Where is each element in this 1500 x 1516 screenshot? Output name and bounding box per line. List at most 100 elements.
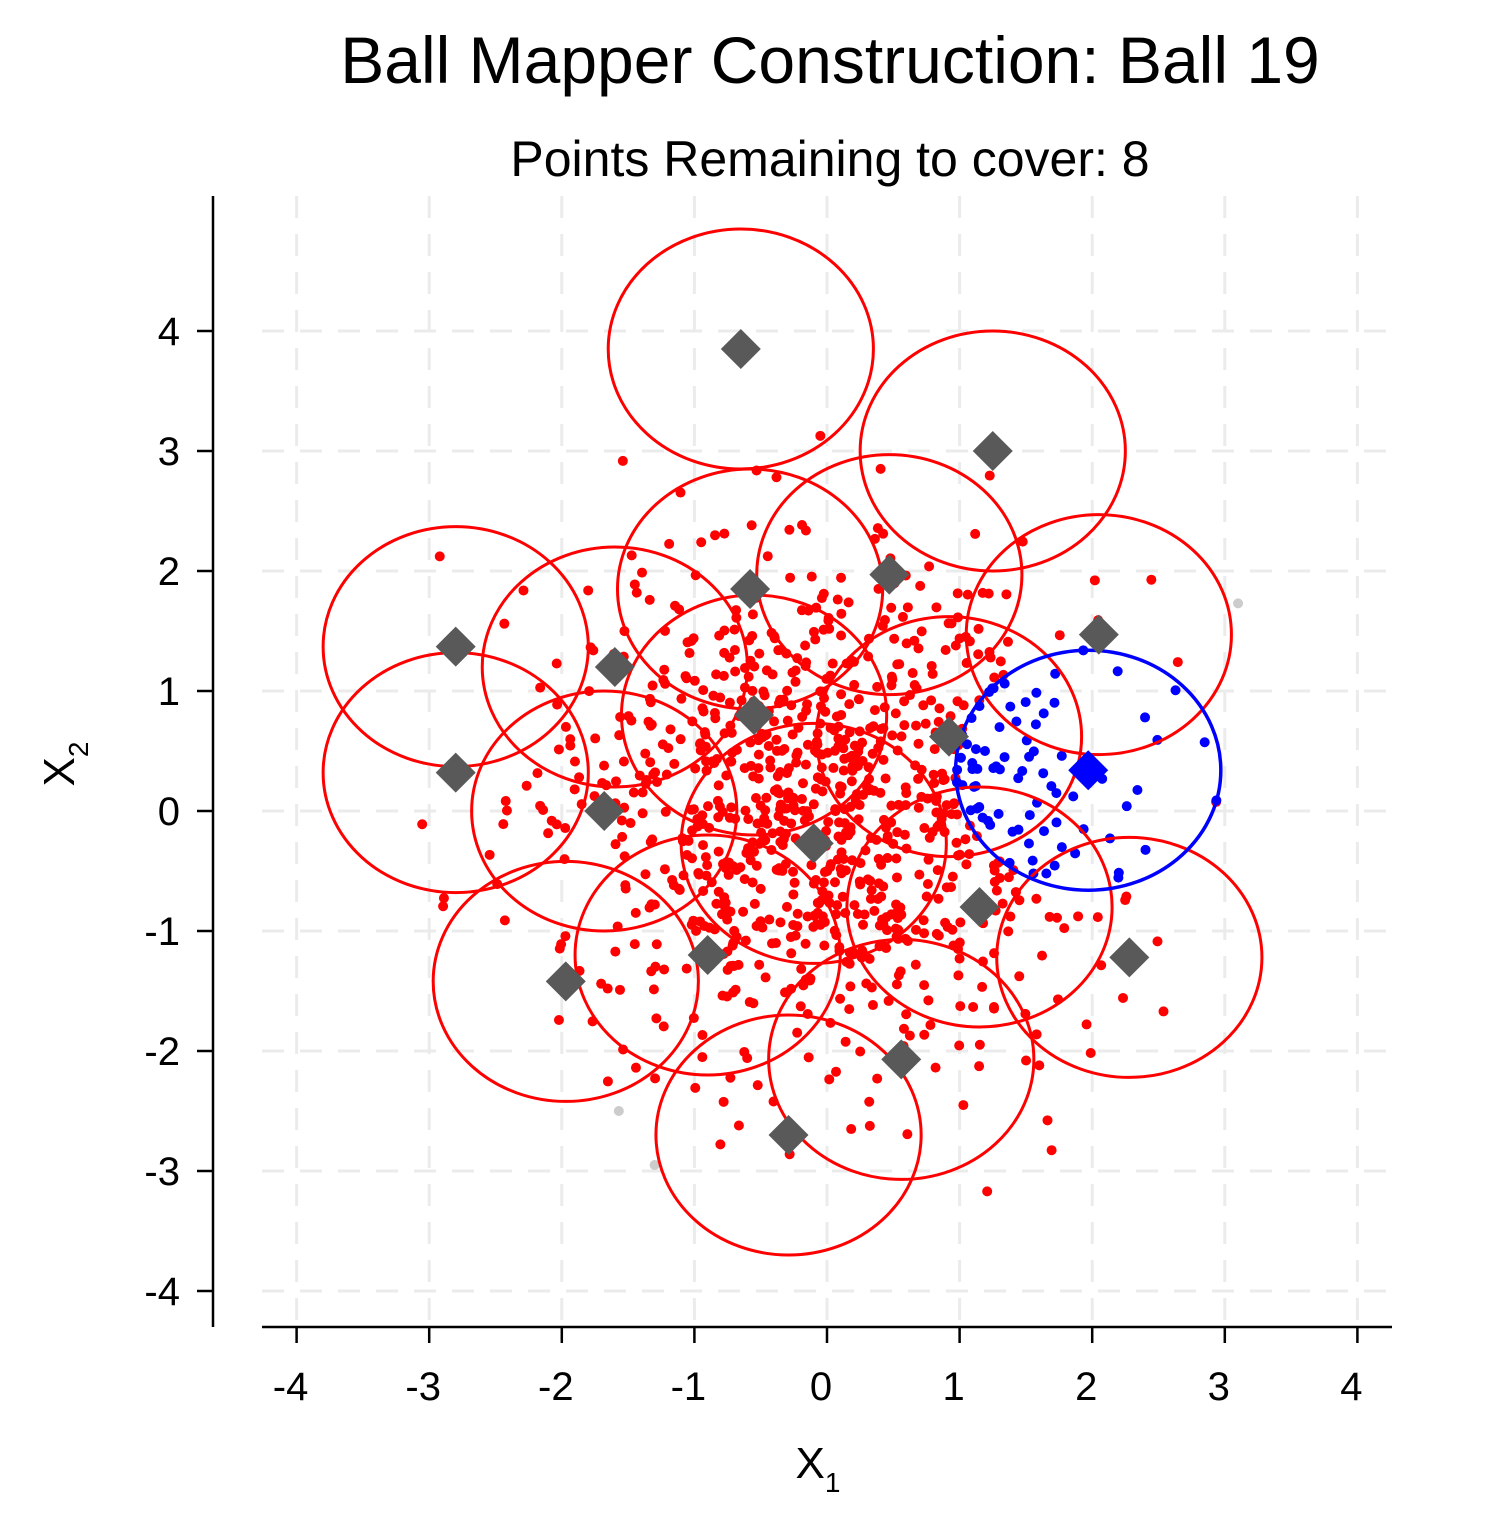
data-point-covered [920,718,931,729]
data-point-covered [791,757,802,768]
data-point-covered [1059,923,1070,934]
data-point-covered [989,1003,1000,1014]
data-point-covered [602,1076,613,1087]
data-point-current [1031,687,1042,698]
data-point-covered [740,935,751,946]
data-point-covered [650,767,661,778]
data-point-covered [676,693,687,704]
x-tick-label: 4 [1340,1365,1362,1409]
x-axis-label: X1 [796,1439,841,1498]
data-point-covered [942,921,953,932]
data-point-covered [659,964,670,975]
data-point-covered [952,696,963,707]
data-point-covered [991,885,1002,896]
data-point-covered [929,744,940,755]
data-point-covered [855,879,866,890]
data-point-covered [1152,936,1163,947]
x-tick-label: -4 [273,1365,309,1409]
ball-center-marker [435,752,476,793]
ball-center-marker [928,716,969,757]
data-point-covered [886,680,897,691]
data-point-covered [751,920,762,931]
data-point-covered [926,695,937,706]
data-point-covered [947,871,958,882]
data-point-covered [781,901,792,912]
data-point-current [1046,781,1057,792]
data-point-covered [864,1096,875,1107]
data-point-covered [596,978,607,989]
data-point-covered [710,530,721,541]
data-point-covered [553,744,564,755]
data-point-covered [673,883,684,894]
data-point-covered [630,907,641,918]
data-point-covered [1042,1115,1053,1126]
data-point-covered [909,635,920,646]
data-point-covered [667,874,678,885]
data-point-covered [684,648,695,659]
data-point-covered [802,699,813,710]
data-point-covered [660,806,671,817]
data-point-covered [438,901,449,912]
data-point-covered [952,809,963,820]
ball-outline [654,1013,923,1257]
data-point-covered [665,724,676,735]
data-point-covered [789,877,800,888]
data-point-covered [802,739,813,750]
data-point-covered [583,585,594,596]
data-point-covered [498,819,509,830]
data-point-covered [650,1073,661,1084]
data-point-current [967,764,978,775]
data-point-covered [701,870,712,881]
data-point-covered [797,778,808,789]
data-point-covered [711,669,722,680]
ball-outline [679,721,948,965]
data-point-covered [803,1052,814,1063]
data-point-covered [646,719,657,730]
data-point-covered [876,723,887,734]
data-point-covered [933,893,944,904]
data-point-covered [749,846,760,857]
data-point-covered [867,748,878,759]
data-point-current [1121,801,1132,812]
data-point-covered [925,1020,936,1031]
x-tick-label: 1 [942,1365,964,1409]
data-point-covered [816,593,827,604]
data-point-covered [943,618,954,629]
data-point-current [1070,848,1081,859]
data-point-covered [775,694,786,705]
data-point-covered [800,640,811,651]
data-point-covered [741,847,752,858]
data-point-covered [500,796,511,807]
data-point-covered [767,669,778,680]
data-point-covered [644,902,655,913]
data-point-covered [845,801,856,812]
data-point-covered [690,1082,701,1093]
data-point-covered [1014,971,1025,982]
data-point-current [1050,668,1061,679]
ball-center-marker [1109,937,1150,978]
data-point-covered [792,908,803,919]
data-point-covered [669,758,680,769]
data-point-covered [941,882,952,893]
data-point-covered [852,909,863,920]
data-point-covered [694,869,705,880]
ball-center-marker [1078,614,1119,655]
data-point-covered [970,528,981,539]
ball-outline [755,453,1024,697]
data-point-covered [769,716,780,727]
data-point-covered [788,889,799,900]
data-point-covered [648,984,659,995]
data-point-current [1028,746,1039,757]
data-point-covered [484,849,495,860]
data-point-covered [786,948,797,959]
data-point-covered [836,847,847,858]
data-point-covered [866,885,877,896]
data-point-covered [890,708,901,719]
ball-outline [845,785,1114,1029]
data-point-covered [623,711,634,722]
data-point-covered [771,734,782,745]
data-point-covered [923,854,934,865]
data-point-current [1113,867,1124,878]
data-point-covered [765,762,776,773]
